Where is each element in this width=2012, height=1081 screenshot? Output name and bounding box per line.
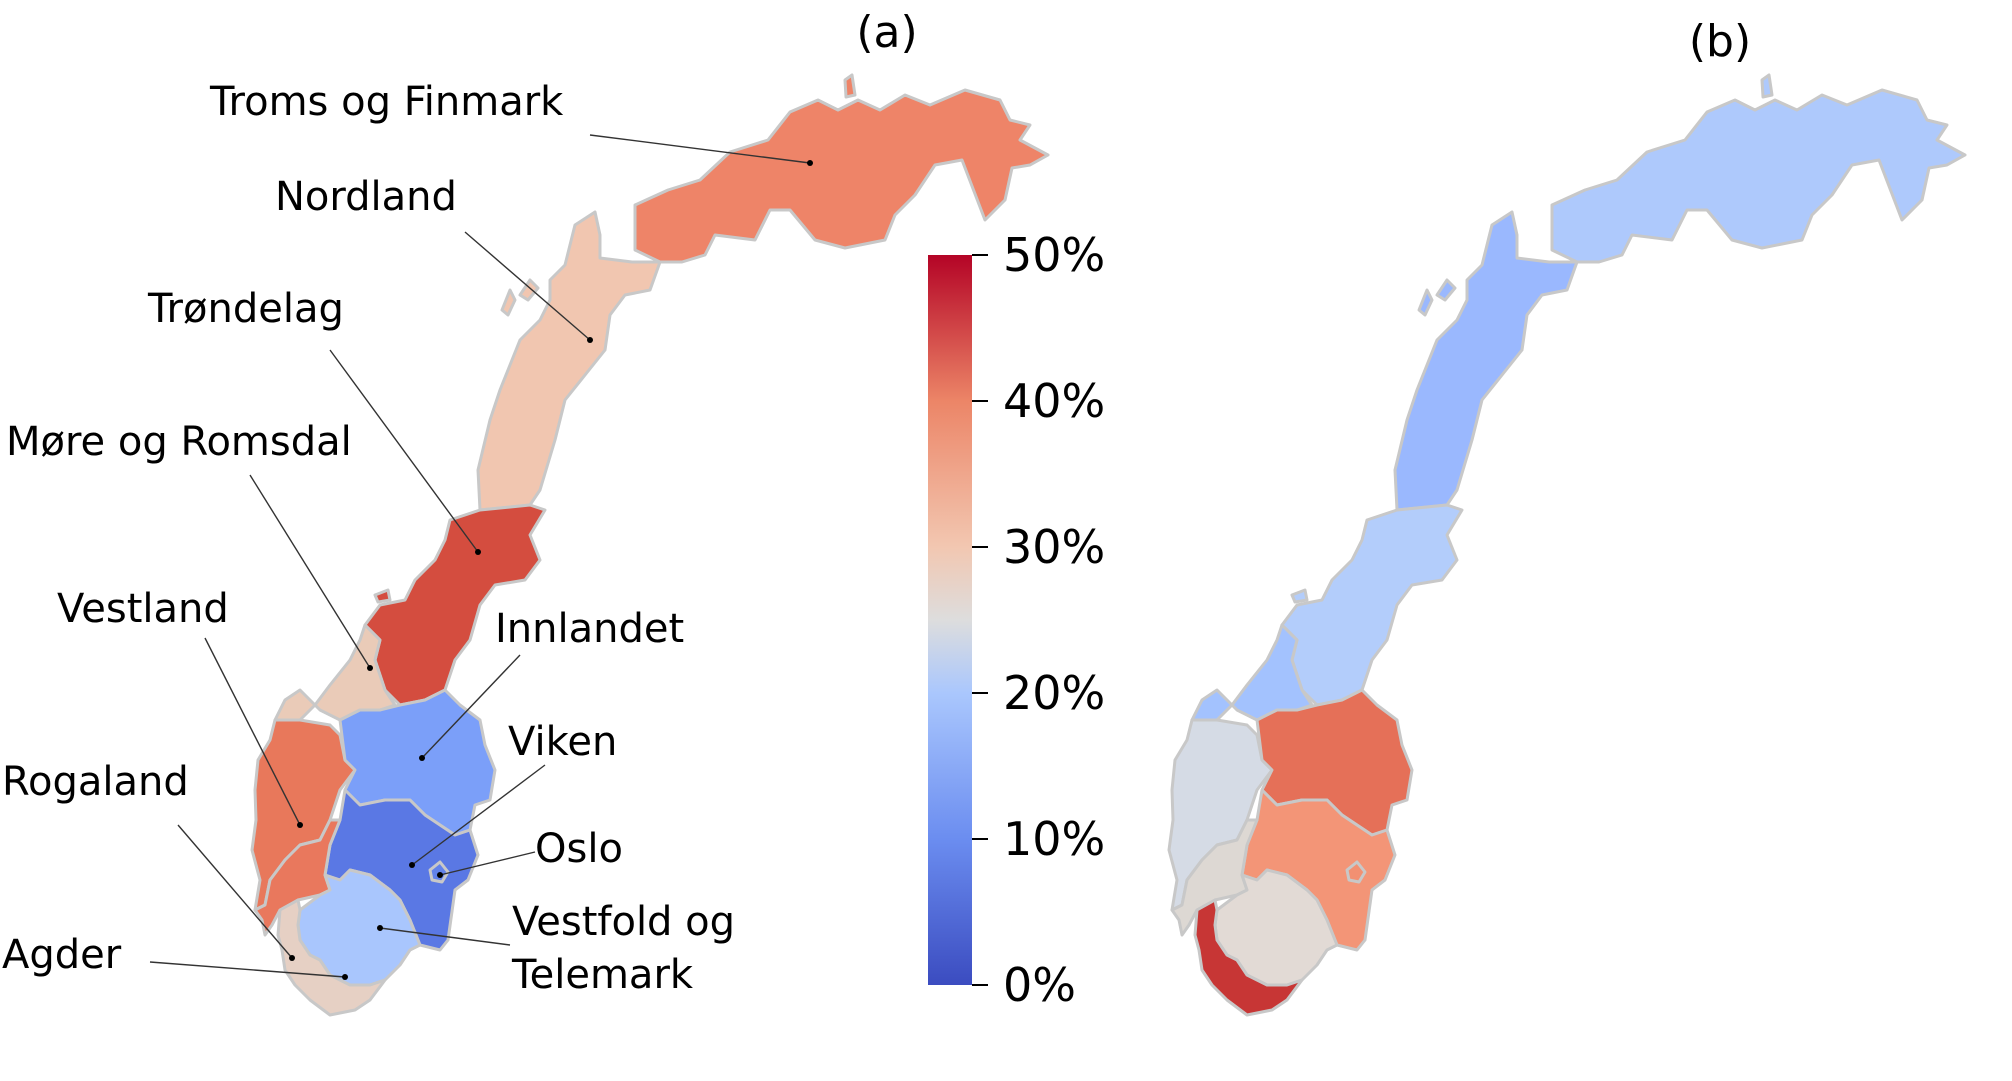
panel-title-b: (b) bbox=[1689, 16, 1751, 67]
colorbar-tick-label: 50% bbox=[1003, 228, 1105, 282]
label-vestfold-og-telemark-line2: Telemark bbox=[511, 952, 694, 998]
label-viken: Viken bbox=[508, 719, 617, 765]
label-more-og-romsdal: Møre og Romsdal bbox=[6, 419, 352, 465]
region-oslo-b bbox=[1345, 860, 1367, 884]
region-more-og-romsdal bbox=[273, 623, 397, 722]
region-nordland-b bbox=[1393, 210, 1579, 512]
label-trondelag: Trøndelag bbox=[147, 286, 344, 332]
label-innlandet: Innlandet bbox=[495, 606, 684, 652]
region-labels: Troms og Finmark Nordland Trøndelag Møre… bbox=[2, 79, 735, 998]
leader-lines bbox=[149, 134, 813, 980]
region-troms-og-finmark-b bbox=[1550, 88, 1967, 264]
island-b bbox=[1417, 288, 1434, 317]
island-b bbox=[1435, 278, 1457, 302]
island-b bbox=[1290, 588, 1309, 604]
region-trondelag bbox=[363, 503, 547, 707]
label-vestland: Vestland bbox=[57, 586, 229, 632]
label-nordland: Nordland bbox=[275, 174, 457, 220]
map-panel-a bbox=[250, 73, 1050, 1017]
panel-title-a: (a) bbox=[856, 7, 917, 58]
colorbar-tick-label: 10% bbox=[1003, 812, 1105, 866]
region-rogaland-b bbox=[1170, 818, 1259, 937]
label-troms-og-finmark: Troms og Finmark bbox=[209, 79, 564, 125]
region-nordland bbox=[476, 210, 662, 512]
colorbar-tick-label: 30% bbox=[1003, 520, 1105, 574]
colorbar-tick-label: 20% bbox=[1003, 666, 1105, 720]
colorbar-tick-label: 40% bbox=[1003, 374, 1105, 428]
region-trondelag-b bbox=[1280, 503, 1464, 707]
island bbox=[500, 288, 517, 317]
label-oslo: Oslo bbox=[535, 826, 623, 872]
region-more-og-romsdal-b bbox=[1190, 623, 1314, 722]
map-panel-b bbox=[1167, 73, 1967, 1017]
island bbox=[843, 73, 857, 99]
label-agder: Agder bbox=[2, 932, 122, 978]
island-b bbox=[1760, 73, 1774, 99]
region-rogaland bbox=[253, 818, 342, 937]
label-vestfold-og-telemark-line1: Vestfold og bbox=[512, 899, 735, 945]
island bbox=[518, 278, 540, 302]
region-troms-og-finmark bbox=[633, 88, 1050, 264]
colorbar-tick-label: 0% bbox=[1003, 958, 1076, 1012]
colorbar: 0% 10% 20% 30% 40% 50% bbox=[928, 228, 1105, 1012]
island bbox=[373, 588, 392, 604]
region-agder-b bbox=[1193, 898, 1304, 1017]
label-rogaland: Rogaland bbox=[2, 759, 189, 805]
colorbar-gradient bbox=[928, 255, 972, 985]
region-oslo bbox=[428, 860, 450, 884]
